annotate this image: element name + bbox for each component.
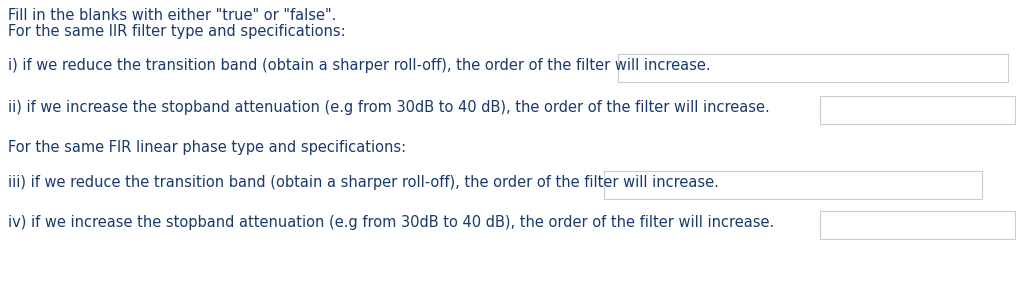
Text: ii) if we increase the stopband attenuation (e.g from 30dB to 40 dB), the order : ii) if we increase the stopband attenuat… (8, 100, 770, 115)
Text: iv) if we increase the stopband attenuation (e.g from 30dB to 40 dB), the order : iv) if we increase the stopband attenuat… (8, 215, 774, 230)
Text: Fill in the blanks with either "true" or "false".: Fill in the blanks with either "true" or… (8, 8, 336, 23)
Text: For the same FIR linear phase type and specifications:: For the same FIR linear phase type and s… (8, 140, 407, 155)
Text: For the same IIR filter type and specifications:: For the same IIR filter type and specifi… (8, 24, 346, 39)
Text: iii) if we reduce the transition band (obtain a sharper roll-off), the order of : iii) if we reduce the transition band (o… (8, 175, 719, 190)
Text: i) if we reduce the transition band (obtain a sharper roll-off), the order of th: i) if we reduce the transition band (obt… (8, 58, 711, 73)
